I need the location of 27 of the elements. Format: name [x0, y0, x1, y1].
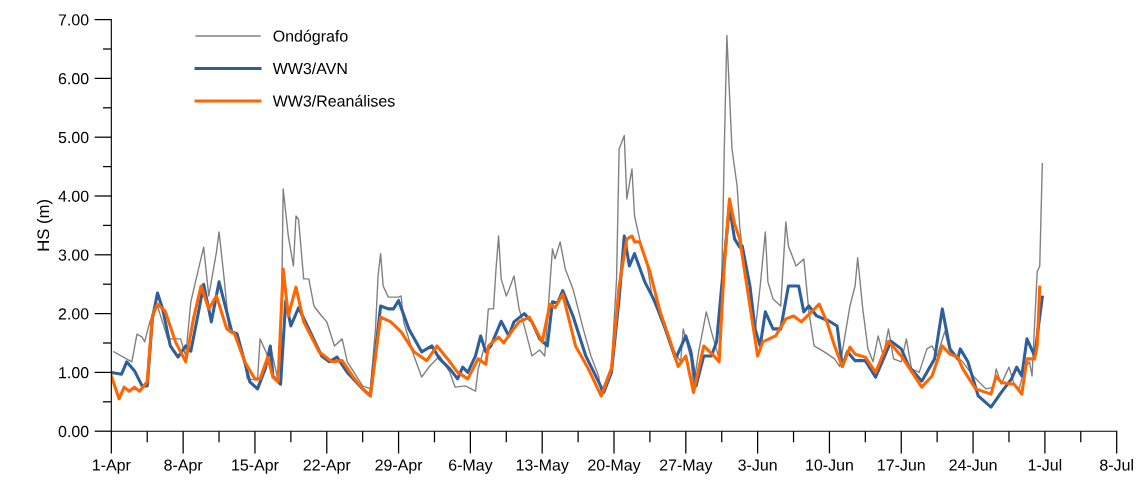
y-tick-label: 5.00: [58, 131, 89, 144]
x-tick-label: 17-Jun: [878, 459, 925, 471]
y-tick-label: 7.00: [58, 14, 89, 26]
y-axis-title: HS (m): [36, 200, 53, 251]
x-tick-label: 22-Apr: [303, 459, 351, 474]
x-tick-label: 29-Apr: [375, 459, 423, 474]
y-tick-label: 2.00: [58, 308, 89, 320]
y-tick-label: 6.00: [58, 73, 89, 85]
x-tick-label: 24-Jun: [949, 459, 997, 471]
x-tick-label: 1-Apr: [93, 459, 131, 474]
legend-label: WW3/AVN: [272, 62, 347, 75]
x-tick-label: 20-May: [588, 459, 641, 474]
x-tick-label: 1-Jul: [1028, 458, 1062, 471]
x-tick-label: 13-May: [516, 459, 569, 474]
x-tick-label: 10-Jun: [806, 459, 853, 471]
legend-label: WW3/Reanálises: [272, 94, 395, 107]
x-tick-label: 8-Jul: [1100, 458, 1133, 471]
y-tick-label: 3.00: [58, 249, 89, 261]
x-tick-label: 6-May: [449, 459, 493, 474]
y-tick-label: 1.00: [59, 367, 89, 379]
x-tick-label: 3-Jun: [738, 459, 777, 471]
x-tick-label: 27-May: [660, 459, 713, 474]
x-tick-label: 8-Apr: [164, 459, 203, 474]
y-tick-label: 0.00: [58, 425, 89, 438]
x-tick-label: 15-Apr: [232, 459, 279, 474]
legend-label: Ondógrafo: [273, 29, 348, 45]
y-tick-label: 4.00: [58, 190, 89, 202]
